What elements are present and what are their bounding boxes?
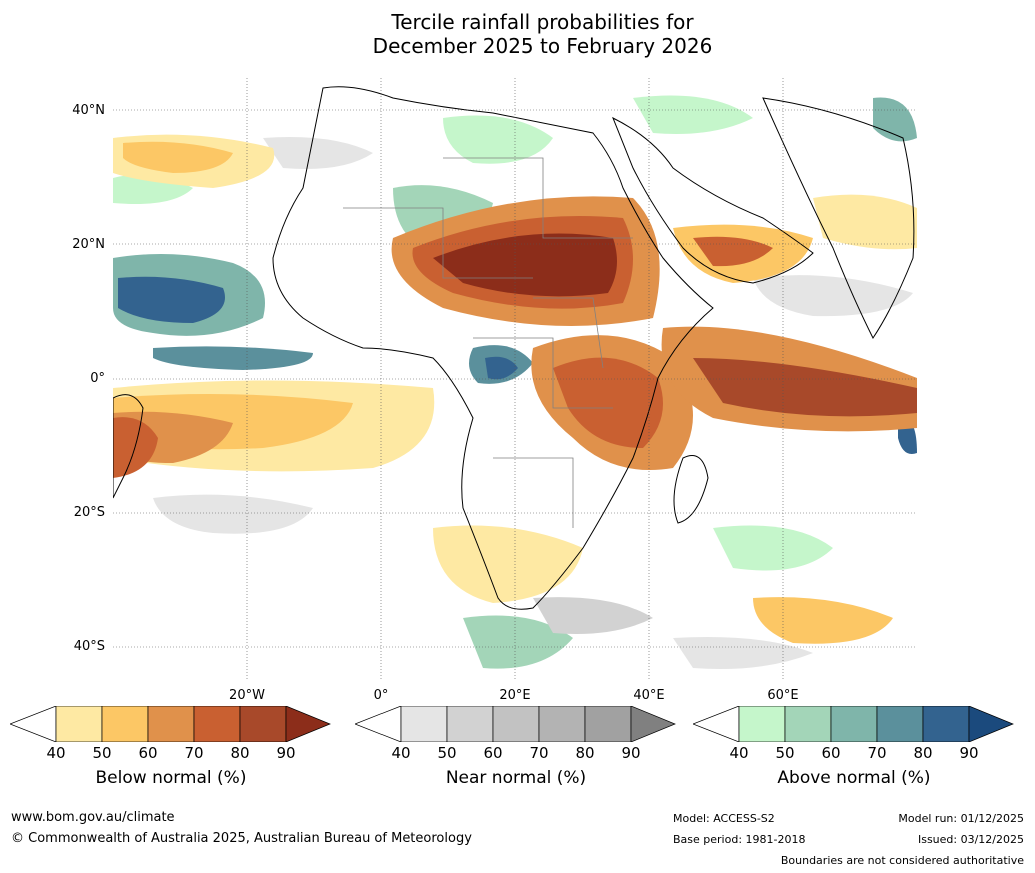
above-normal-colorbar	[693, 706, 1014, 742]
model-run-text: Model run: 01/12/2025	[898, 812, 1024, 825]
lon-label-60e: 60°E	[767, 688, 799, 703]
disclaimer-text: Boundaries are not considered authoritat…	[780, 854, 1024, 867]
near-swatch-5	[584, 706, 632, 742]
below-tick: 60	[138, 744, 158, 762]
above-tick: 90	[959, 744, 979, 762]
issued-text: Issued: 03/12/2025	[917, 833, 1024, 846]
above-swatch-0	[693, 706, 740, 742]
model-text: Model: ACCESS-S2	[673, 812, 775, 825]
above-tick: 40	[729, 744, 749, 762]
near-swatch-0	[355, 706, 402, 742]
forecast-map	[113, 78, 917, 680]
near-swatch-6	[630, 706, 676, 742]
above-normal-label: Above normal (%)	[777, 768, 931, 788]
near-tick: 90	[621, 744, 641, 762]
near-swatch-1	[400, 706, 448, 742]
near-tick: 40	[391, 744, 411, 762]
graticule	[113, 78, 917, 680]
below-tick: 90	[276, 744, 296, 762]
lat-label-20n: 20°N	[72, 237, 105, 252]
title-line-1: Tercile rainfall probabilities for	[391, 10, 694, 34]
above-tick: 80	[913, 744, 933, 762]
above-swatch-2	[784, 706, 832, 742]
above-swatch-1	[738, 706, 786, 742]
near-normal-label: Near normal (%)	[445, 768, 587, 788]
coastlines	[113, 86, 915, 610]
above-tick: 60	[821, 744, 841, 762]
lon-label-0: 0°	[373, 688, 389, 703]
title-line-2: December 2025 to February 2026	[372, 34, 713, 58]
near-tick: 80	[575, 744, 595, 762]
website-link[interactable]: www.bom.gov.au/climate	[11, 810, 175, 825]
near-tick: 60	[483, 744, 503, 762]
below-swatch-3	[147, 706, 195, 742]
copyright-text: © Commonwealth of Australia 2025, Austra…	[11, 831, 472, 846]
lon-label-20e: 20°E	[499, 688, 531, 703]
below-swatch-2	[101, 706, 149, 742]
below-normal-colorbar	[10, 706, 331, 742]
above-tick: 70	[867, 744, 887, 762]
lat-label-40s: 40°S	[73, 639, 105, 654]
below-normal-label: Below normal (%)	[95, 768, 247, 788]
base-period-text: Base period: 1981-2018	[673, 833, 806, 846]
below-tick: 80	[230, 744, 250, 762]
above-swatch-5	[922, 706, 970, 742]
near-swatch-2	[446, 706, 494, 742]
above-tick: 50	[775, 744, 795, 762]
chart-title: Tercile rainfall probabilities for Decem…	[0, 10, 1035, 58]
below-tick: 70	[184, 744, 204, 762]
below-tick: 40	[46, 744, 66, 762]
below-normal-areas	[113, 134, 917, 644]
below-tick: 50	[92, 744, 112, 762]
country-borders	[343, 157, 633, 528]
above-swatch-3	[830, 706, 878, 742]
below-swatch-5	[239, 706, 287, 742]
lat-label-40n: 40°N	[72, 103, 105, 118]
lat-label-20s: 20°S	[73, 505, 105, 520]
lat-label-eq: 0°	[90, 371, 105, 386]
near-swatch-3	[492, 706, 540, 742]
near-tick: 50	[437, 744, 457, 762]
near-normal-colorbar	[355, 706, 676, 742]
lon-label-40e: 40°E	[633, 688, 665, 703]
near-swatch-4	[538, 706, 586, 742]
below-swatch-6	[285, 706, 331, 742]
above-swatch-4	[876, 706, 924, 742]
above-swatch-6	[968, 706, 1014, 742]
lon-label-20w: 20°W	[229, 688, 265, 703]
near-tick: 70	[529, 744, 549, 762]
below-swatch-4	[193, 706, 241, 742]
below-swatch-1	[55, 706, 103, 742]
near-normal-areas	[153, 137, 913, 669]
below-swatch-0	[10, 706, 57, 742]
